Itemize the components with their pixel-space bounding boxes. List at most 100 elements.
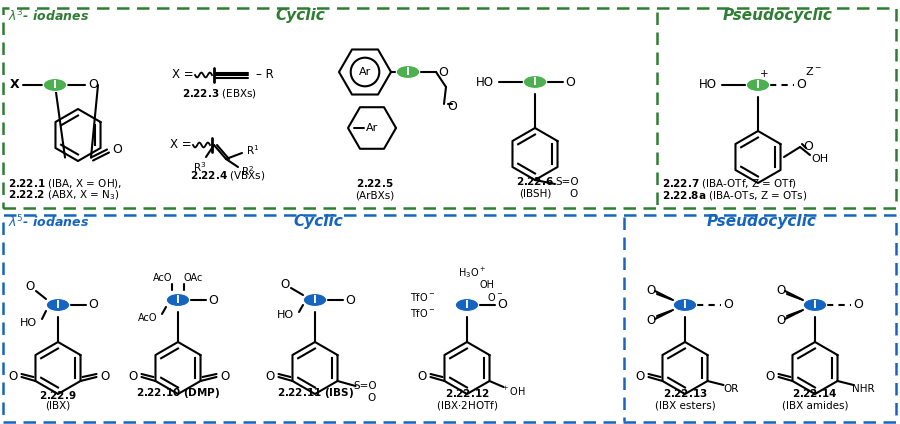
Text: R$^2$: R$^2$ bbox=[241, 164, 255, 178]
Text: Ar: Ar bbox=[366, 123, 378, 133]
Text: $\bf{2.22.14}$: $\bf{2.22.14}$ bbox=[792, 387, 838, 399]
Text: S=O: S=O bbox=[354, 381, 377, 391]
Text: O$^-$: O$^-$ bbox=[487, 291, 503, 303]
Ellipse shape bbox=[396, 65, 419, 78]
Text: O: O bbox=[777, 284, 786, 296]
Text: $\bf{2.22.10}$ (DMP): $\bf{2.22.10}$ (DMP) bbox=[136, 386, 220, 400]
Text: Ar: Ar bbox=[359, 67, 371, 77]
Text: X =: X = bbox=[172, 69, 194, 81]
Text: I: I bbox=[465, 300, 469, 310]
Text: OAc: OAc bbox=[184, 273, 202, 283]
Text: +: + bbox=[760, 69, 769, 79]
Ellipse shape bbox=[746, 78, 769, 92]
Ellipse shape bbox=[303, 293, 327, 307]
Text: O: O bbox=[88, 78, 98, 92]
FancyBboxPatch shape bbox=[3, 215, 896, 422]
Text: $\bf{2.22.13}$: $\bf{2.22.13}$ bbox=[662, 387, 707, 399]
Text: $\bf{2.22.2}$ (ABX, X = N$_3$): $\bf{2.22.2}$ (ABX, X = N$_3$) bbox=[8, 188, 120, 202]
Text: O: O bbox=[112, 143, 122, 156]
Text: I: I bbox=[313, 295, 317, 305]
Text: O: O bbox=[100, 371, 109, 383]
Text: (IBX esters): (IBX esters) bbox=[654, 400, 716, 410]
Text: O: O bbox=[266, 371, 275, 383]
Text: – R: – R bbox=[256, 69, 274, 81]
Text: I: I bbox=[176, 295, 180, 305]
Text: HO: HO bbox=[20, 318, 37, 328]
FancyBboxPatch shape bbox=[3, 8, 896, 208]
Text: $\bf{2.22.12}$: $\bf{2.22.12}$ bbox=[445, 387, 490, 399]
Text: AcO: AcO bbox=[153, 273, 173, 283]
Text: Pseudocyclic: Pseudocyclic bbox=[707, 214, 817, 229]
Text: O: O bbox=[569, 189, 577, 199]
Text: H$_3$O$^+$: H$_3$O$^+$ bbox=[458, 265, 486, 280]
Text: I: I bbox=[56, 300, 60, 310]
Text: I: I bbox=[53, 80, 57, 90]
Text: O: O bbox=[447, 100, 457, 114]
Text: AcO: AcO bbox=[139, 313, 158, 323]
Text: $\bf{2.22.3}$ (EBXs): $\bf{2.22.3}$ (EBXs) bbox=[182, 86, 256, 100]
Text: O: O bbox=[129, 371, 138, 383]
Text: S=O: S=O bbox=[555, 177, 579, 187]
Text: HO: HO bbox=[699, 78, 717, 92]
Text: NHR: NHR bbox=[852, 384, 875, 394]
Text: O: O bbox=[565, 75, 575, 89]
Text: O: O bbox=[367, 393, 375, 403]
Ellipse shape bbox=[46, 298, 69, 312]
Text: O: O bbox=[766, 371, 775, 383]
Text: OH: OH bbox=[480, 280, 494, 290]
Ellipse shape bbox=[43, 78, 67, 92]
Text: O: O bbox=[345, 293, 355, 307]
Text: I: I bbox=[533, 77, 537, 87]
Text: O: O bbox=[723, 298, 733, 312]
Text: O: O bbox=[853, 298, 863, 312]
Text: $\lambda^5$- iodanes: $\lambda^5$- iodanes bbox=[8, 214, 89, 231]
Text: OH: OH bbox=[812, 154, 829, 164]
Text: O: O bbox=[497, 298, 507, 312]
Text: O: O bbox=[646, 284, 655, 296]
Text: HO: HO bbox=[476, 75, 494, 89]
Text: O: O bbox=[88, 298, 98, 312]
Text: $\bf{2.22.6}$: $\bf{2.22.6}$ bbox=[517, 175, 554, 187]
Text: $\bf{2.22.4}$ (VBXs): $\bf{2.22.4}$ (VBXs) bbox=[190, 168, 266, 181]
Text: Cyclic: Cyclic bbox=[293, 214, 343, 229]
Text: O: O bbox=[418, 371, 428, 383]
Text: O: O bbox=[9, 371, 18, 383]
Ellipse shape bbox=[673, 298, 697, 312]
Text: O: O bbox=[25, 281, 34, 293]
Text: O: O bbox=[796, 78, 806, 92]
Text: $\lambda^3$- iodanes: $\lambda^3$- iodanes bbox=[8, 8, 89, 25]
Text: (ArBXs): (ArBXs) bbox=[356, 190, 394, 200]
Text: Pseudocyclic: Pseudocyclic bbox=[723, 8, 832, 23]
Ellipse shape bbox=[804, 298, 827, 312]
Text: (IBX$\cdot$2HOTf): (IBX$\cdot$2HOTf) bbox=[436, 399, 498, 412]
Ellipse shape bbox=[455, 298, 479, 312]
Text: (IBX): (IBX) bbox=[45, 401, 70, 411]
Ellipse shape bbox=[166, 293, 190, 307]
Text: O: O bbox=[208, 293, 218, 307]
Text: I: I bbox=[813, 300, 817, 310]
Text: $\bf{2.22.1}$ (IBA, X = OH),: $\bf{2.22.1}$ (IBA, X = OH), bbox=[8, 176, 122, 190]
Text: O: O bbox=[803, 140, 813, 153]
Text: O: O bbox=[777, 313, 786, 326]
Text: (IBX amides): (IBX amides) bbox=[782, 400, 848, 410]
Text: $\bf{2.22.11}$ (IBS): $\bf{2.22.11}$ (IBS) bbox=[276, 386, 354, 400]
Text: Cyclic: Cyclic bbox=[275, 8, 325, 23]
Text: O: O bbox=[646, 313, 655, 326]
Text: $\bf{2.22.5}$: $\bf{2.22.5}$ bbox=[356, 177, 394, 189]
Text: $^+$OH: $^+$OH bbox=[501, 385, 526, 398]
Text: O: O bbox=[636, 371, 645, 383]
Text: OR: OR bbox=[724, 384, 739, 394]
Text: $\bf{2.22.8a}$ (IBA-OTs, Z = OTs): $\bf{2.22.8a}$ (IBA-OTs, Z = OTs) bbox=[662, 189, 807, 201]
Text: $\bf{2.22.7}$ (IBA-OTf, Z = OTf): $\bf{2.22.7}$ (IBA-OTf, Z = OTf) bbox=[662, 176, 797, 190]
Text: HO: HO bbox=[276, 310, 293, 320]
Text: O: O bbox=[220, 371, 230, 383]
Text: TfO$^-$: TfO$^-$ bbox=[410, 291, 436, 303]
Text: $\bf{2.22.9}$: $\bf{2.22.9}$ bbox=[40, 389, 76, 401]
Text: O: O bbox=[438, 65, 448, 78]
Text: I: I bbox=[756, 80, 760, 90]
Text: O: O bbox=[281, 279, 290, 292]
Ellipse shape bbox=[523, 75, 546, 89]
Text: (IBSH): (IBSH) bbox=[518, 188, 551, 198]
Text: I: I bbox=[683, 300, 687, 310]
Text: X =: X = bbox=[170, 139, 192, 151]
